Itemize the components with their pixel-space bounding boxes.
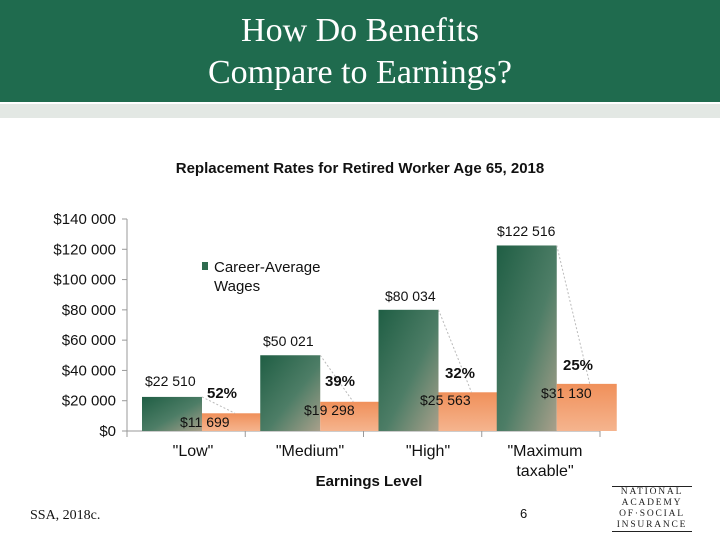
slide-title-line-2: Compare to Earnings? — [207, 54, 513, 91]
legend-label: Career-Average — [214, 259, 320, 276]
connector-line — [438, 309, 472, 393]
y-tick-label: $40 000 — [62, 362, 116, 379]
y-tick-label: $60 000 — [62, 332, 116, 349]
logo-line-4: INSURANCE — [612, 520, 692, 532]
y-tick-label: $80 000 — [62, 302, 116, 319]
benefit-value-label: $19 298 — [304, 402, 355, 418]
y-tick-label: $140 000 — [53, 211, 116, 228]
logo-line-1: NATIONAL — [612, 486, 692, 498]
logo-line-3: OF·SOCIAL — [619, 509, 685, 519]
benefit-bar — [202, 413, 262, 431]
connector-line — [319, 354, 354, 403]
wages-bar — [496, 245, 557, 431]
logo-line-2: ACADEMY — [621, 498, 683, 508]
x-axis-title: Earnings Level — [316, 473, 423, 490]
wages-value-label: $122 516 — [497, 223, 556, 239]
replacement-rate-label: 32% — [445, 365, 475, 382]
wages-bar — [142, 396, 202, 431]
y-tick-label: $20 000 — [62, 393, 116, 410]
category-label: "High" — [406, 443, 450, 460]
category-label: "Medium" — [276, 443, 344, 460]
benefit-value-label: $11 699 — [180, 414, 230, 430]
replacement-rate-label: 25% — [563, 357, 593, 374]
wages-value-label: $80 034 — [385, 288, 436, 304]
benefit-bar — [556, 383, 617, 431]
y-tick-label: $100 000 — [53, 272, 116, 289]
page-number: 6 — [520, 506, 528, 521]
benefit-value-label: $31 130 — [541, 385, 592, 401]
wages-bar — [378, 309, 439, 431]
benefit-bar — [438, 392, 499, 431]
y-tick-label: $0 — [99, 423, 116, 440]
slide-title-line-1: How Do Benefits — [241, 12, 479, 49]
benefit-value-label: $25 563 — [420, 392, 471, 408]
wages-value-label: $22 510 — [145, 373, 196, 389]
y-tick-label: $120 000 — [53, 241, 116, 258]
replacement-rate-label: 52% — [207, 385, 237, 402]
source-citation: SSA, 2018c. — [30, 508, 101, 523]
benefit-bar — [320, 401, 381, 431]
legend-label: Wages — [214, 278, 260, 295]
slide-title: How Do Benefits Compare to Earnings? — [0, 10, 720, 94]
wages-bar — [260, 355, 321, 431]
category-label: "Maximum — [507, 443, 582, 460]
replacement-rate-label: 39% — [325, 373, 355, 390]
wages-value-label: $50 021 — [263, 333, 314, 349]
nasi-logo: NATIONAL ACADEMY OF·SOCIAL INSURANCE — [612, 486, 692, 532]
legend-swatch — [202, 262, 208, 270]
category-label: taxable" — [516, 463, 573, 480]
title-banner-shadow — [0, 104, 720, 118]
title-banner — [0, 0, 720, 102]
category-label: "Low" — [173, 443, 214, 460]
chart-title: Replacement Rates for Retired Worker Age… — [175, 160, 545, 177]
